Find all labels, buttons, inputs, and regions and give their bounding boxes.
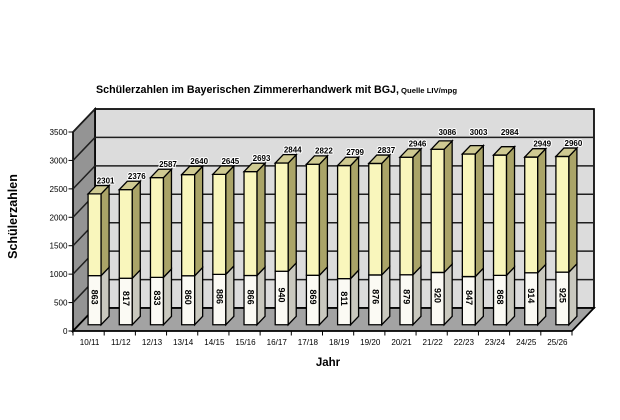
svg-text:24/25: 24/25 — [516, 338, 537, 347]
svg-text:2587: 2587 — [159, 160, 177, 169]
svg-text:879: 879 — [401, 289, 411, 304]
svg-text:1500: 1500 — [49, 242, 68, 251]
svg-text:13/14: 13/14 — [173, 338, 194, 347]
svg-text:2960: 2960 — [565, 139, 583, 148]
svg-text:0: 0 — [63, 327, 68, 336]
svg-text:16/17: 16/17 — [267, 338, 288, 347]
svg-text:2984: 2984 — [501, 128, 519, 137]
svg-text:2640: 2640 — [190, 157, 208, 166]
svg-text:23/24: 23/24 — [485, 338, 506, 347]
svg-text:876: 876 — [370, 289, 380, 304]
svg-text:3000: 3000 — [49, 156, 68, 165]
svg-text:847: 847 — [464, 290, 474, 305]
svg-text:866: 866 — [246, 290, 256, 305]
svg-text:3086: 3086 — [438, 128, 456, 137]
svg-text:2844: 2844 — [284, 145, 302, 154]
svg-text:Schülerzahlen: Schülerzahlen — [6, 174, 20, 259]
svg-text:18/19: 18/19 — [329, 338, 350, 347]
svg-text:940: 940 — [277, 287, 287, 302]
svg-text:12/13: 12/13 — [142, 338, 163, 347]
svg-text:811: 811 — [339, 291, 349, 306]
svg-text:19/20: 19/20 — [360, 338, 381, 347]
svg-text:914: 914 — [526, 288, 536, 303]
svg-text:2837: 2837 — [377, 146, 395, 155]
svg-text:3003: 3003 — [470, 128, 488, 137]
svg-text:2946: 2946 — [409, 140, 427, 149]
svg-text:2301: 2301 — [97, 176, 115, 185]
svg-text:1000: 1000 — [49, 270, 68, 279]
svg-text:2822: 2822 — [315, 147, 333, 156]
svg-text:925: 925 — [557, 288, 567, 303]
svg-text:14/15: 14/15 — [204, 338, 225, 347]
svg-text:817: 817 — [121, 291, 131, 306]
svg-text:17/18: 17/18 — [298, 338, 319, 347]
svg-text:22/23: 22/23 — [454, 338, 475, 347]
svg-text:15/16: 15/16 — [235, 338, 256, 347]
svg-text:500: 500 — [54, 299, 68, 308]
svg-text:2000: 2000 — [49, 213, 68, 222]
svg-text:Schülerzahlen im Bayerischen Z: Schülerzahlen im Bayerischen Zimmererhan… — [96, 84, 457, 96]
svg-text:2949: 2949 — [533, 139, 551, 148]
svg-text:869: 869 — [308, 290, 318, 305]
svg-text:11/12: 11/12 — [111, 338, 131, 347]
svg-text:860: 860 — [183, 290, 193, 305]
svg-text:20/21: 20/21 — [391, 338, 412, 347]
svg-text:2376: 2376 — [128, 172, 146, 181]
svg-text:Jahr: Jahr — [316, 357, 341, 369]
svg-text:833: 833 — [152, 291, 162, 306]
svg-text:920: 920 — [433, 288, 443, 303]
svg-text:21/22: 21/22 — [423, 338, 444, 347]
svg-text:2693: 2693 — [253, 154, 271, 163]
svg-text:868: 868 — [495, 290, 505, 305]
svg-text:863: 863 — [90, 290, 100, 305]
svg-text:2500: 2500 — [49, 185, 68, 194]
svg-text:886: 886 — [214, 289, 224, 304]
svg-text:2645: 2645 — [221, 157, 239, 166]
svg-text:25/26: 25/26 — [547, 338, 568, 347]
svg-text:2799: 2799 — [346, 148, 364, 157]
svg-text:3500: 3500 — [49, 128, 68, 137]
svg-text:10/11: 10/11 — [80, 338, 100, 347]
